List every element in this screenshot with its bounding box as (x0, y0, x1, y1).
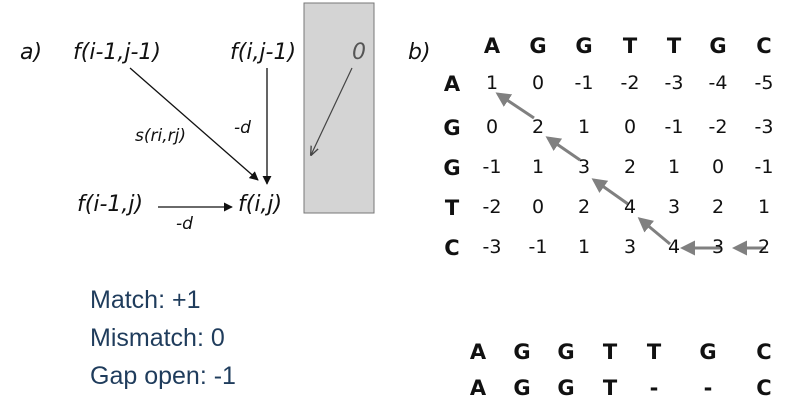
traceback-path (495, 92, 766, 256)
alignment-bottom-char: T (602, 376, 618, 400)
f-up-label: f(i,j-1) (230, 40, 297, 65)
f-diag-label: f(i-1,j-1) (73, 40, 161, 65)
traceback-arrow (591, 178, 629, 206)
matrix-cell: -4 (708, 72, 728, 94)
row-header: T (444, 196, 460, 220)
matrix-cell: 1 (577, 236, 591, 258)
matrix-cell: -3 (482, 236, 502, 258)
matrix-cell: 0 (531, 72, 545, 94)
matrix-cell: -1 (664, 116, 684, 138)
alignment-bottom-char: C (756, 376, 772, 400)
alignment-top-char: C (756, 340, 772, 364)
matrix-cell: 3 (623, 236, 637, 258)
column-header: G (709, 34, 727, 58)
row-header: A (443, 72, 461, 96)
column-header: T (622, 34, 638, 58)
matrix-cell: -1 (482, 156, 502, 178)
matrix-cell: -2 (620, 72, 640, 94)
alignment-bottom-char: G (557, 376, 575, 400)
f-left-label: f(i-1,j) (77, 192, 144, 217)
s-label: s(ri,rj) (135, 126, 186, 146)
matrix-cell: 1 (757, 196, 771, 218)
column-header: G (575, 34, 593, 58)
matrix-cell: 3 (577, 156, 591, 178)
row-header: G (443, 116, 461, 140)
row-header: G (443, 156, 461, 180)
zero-label: 0 (352, 40, 366, 65)
matrix-cell: -5 (754, 72, 774, 94)
panel-a-label: a) (20, 40, 43, 65)
matrix-cell: 2 (711, 196, 725, 218)
matrix-cell: -2 (708, 116, 728, 138)
column-header: G (529, 34, 547, 58)
column-header: T (666, 34, 682, 58)
matrix-cell: -2 (482, 196, 502, 218)
matrix-cell: -1 (528, 236, 548, 258)
zero-arrow (311, 67, 353, 155)
matrix-cell: 1 (531, 156, 545, 178)
matrix-cell: -3 (754, 116, 774, 138)
matrix-cell: -1 (574, 72, 594, 94)
matrix-cell: 0 (485, 116, 499, 138)
mismatch-score: Mismatch: 0 (90, 324, 225, 352)
matrix-cell: 2 (757, 236, 771, 258)
column-header: A (483, 34, 501, 58)
matrix-cell: 2 (623, 156, 637, 178)
d-vert-label: -d (234, 118, 251, 138)
alignment-top-char: T (602, 340, 618, 364)
alignment-top-char: T (646, 340, 662, 364)
matrix-cell: 1 (485, 72, 499, 94)
column-header: C (756, 34, 772, 58)
matrix-cell: 0 (711, 156, 725, 178)
alignment-top-char: G (557, 340, 575, 364)
matrix-cell: 0 (623, 116, 637, 138)
traceback-arrow (545, 136, 581, 162)
diag-arrow (129, 67, 259, 181)
matrix-cell: 3 (711, 236, 725, 258)
alignment-bottom-char: A (469, 376, 487, 400)
d-horiz-label: -d (176, 214, 193, 234)
matrix-cell: 3 (667, 196, 681, 218)
alignment-bottom-char: G (513, 376, 531, 400)
traceback-arrow (637, 217, 671, 246)
matrix-cell: 2 (531, 116, 545, 138)
matrix-cell: 4 (623, 196, 637, 218)
panel-b-label: b) (408, 40, 431, 65)
match-score: Match: +1 (90, 286, 201, 314)
f-cur-label: f(i,j) (238, 192, 283, 217)
matrix-cell: -3 (664, 72, 684, 94)
matrix-cell: 0 (531, 196, 545, 218)
shaded-box (303, 2, 375, 214)
matrix-cell: 4 (667, 236, 681, 258)
alignment-top-char: A (469, 340, 487, 364)
matrix-cell: 1 (667, 156, 681, 178)
traceback-arrow (495, 92, 535, 120)
matrix-cell: 1 (577, 116, 591, 138)
row-header: C (444, 236, 460, 260)
alignment-bottom-char: - (649, 376, 659, 400)
matrix-cell: 2 (577, 196, 591, 218)
alignment-top-char: G (513, 340, 531, 364)
matrix-cell: -1 (754, 156, 774, 178)
alignment-bottom-char: - (703, 376, 713, 400)
alignment-top-char: G (699, 340, 717, 364)
gap-score: Gap open: -1 (90, 362, 236, 390)
